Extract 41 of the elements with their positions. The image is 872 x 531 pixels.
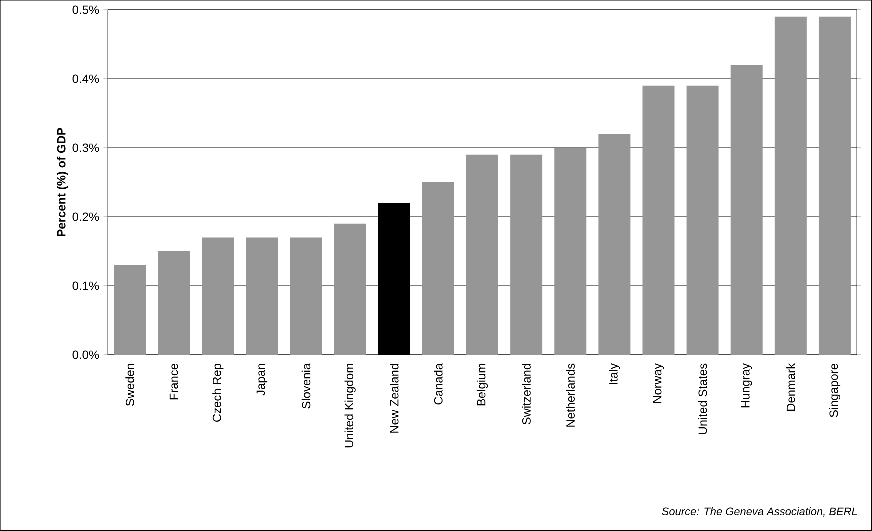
bar <box>202 238 234 355</box>
x-tick-label: New Zealand <box>390 364 399 433</box>
source-note: Source: The Geneva Association, BERL <box>662 507 858 517</box>
x-tick-label: Japan <box>256 364 268 396</box>
x-tick-label: United Kingdom <box>344 364 356 448</box>
x-tick-label: United States <box>698 364 708 434</box>
x-tick-label: Slovenia <box>302 363 311 409</box>
y-tick-label: 0.1% <box>72 282 100 290</box>
bar <box>246 238 278 355</box>
y-axis-title: Percent (%) of GDP <box>57 128 68 237</box>
x-tick-label: Canada <box>434 363 443 405</box>
y-tick-label: 0.4% <box>72 74 100 84</box>
x-tick-label: Netherlands <box>566 364 576 427</box>
bar <box>466 154 499 355</box>
y-tick-label: 0.0% <box>72 350 100 360</box>
bar <box>818 16 851 355</box>
bar <box>642 86 675 355</box>
bar <box>334 224 366 355</box>
bar <box>290 238 322 355</box>
x-tick-label: Singapore <box>829 364 841 418</box>
x-tick-label: Czech Rep <box>212 364 224 422</box>
bar <box>158 252 190 355</box>
x-tick-label: Norway <box>653 363 664 403</box>
bar <box>510 154 543 355</box>
x-tick-label: Switzerland <box>522 364 531 425</box>
x-tick-label: Denmark <box>786 363 796 411</box>
x-tick-label: Italy <box>609 363 620 384</box>
y-tick-label: 0.3% <box>72 144 100 152</box>
bar <box>774 16 807 355</box>
bar <box>686 86 719 355</box>
bar <box>554 148 587 355</box>
x-tick-label: Sweden <box>126 364 134 406</box>
bar <box>422 182 454 355</box>
y-tick-label: 0.5% <box>72 6 100 14</box>
y-tick-label: 0.2% <box>72 212 100 222</box>
bar <box>598 134 631 355</box>
x-tick-label: France <box>170 364 178 400</box>
x-tick-label: Belgium <box>476 364 488 406</box>
bar <box>114 265 146 355</box>
x-tick-label: Hungray <box>742 363 752 408</box>
bar <box>730 65 763 355</box>
